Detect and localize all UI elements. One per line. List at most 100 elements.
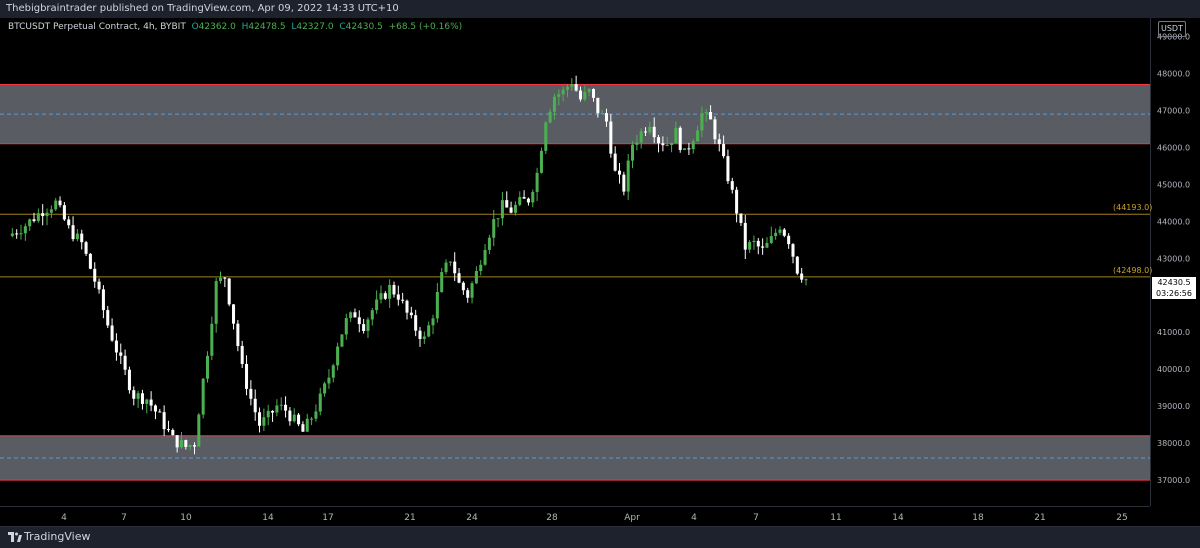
- candle-body: [54, 200, 58, 210]
- time-tick-label: 7: [753, 513, 759, 523]
- candle-body: [32, 219, 36, 222]
- change-value: +68.5 (+0.16%): [388, 22, 463, 32]
- candle-body: [75, 233, 79, 240]
- footer-brand: TradingView: [24, 530, 91, 543]
- price-axis[interactable]: 37000.038000.039000.040000.041000.042000…: [1150, 18, 1200, 506]
- candle-body: [80, 233, 84, 243]
- candle-body: [45, 212, 49, 217]
- current-price-tag: 42430.5 03:26:56: [1152, 277, 1196, 299]
- candle-body: [683, 148, 687, 150]
- chart-plot-area[interactable]: [0, 18, 1150, 506]
- candle-body: [127, 369, 131, 391]
- low-label: L: [291, 22, 297, 32]
- time-tick-label: 11: [830, 513, 841, 523]
- candle-body: [570, 84, 574, 87]
- candle-body: [591, 88, 596, 98]
- candle-body: [271, 410, 275, 413]
- time-tick-label: 21: [404, 513, 415, 523]
- candle-body: [88, 253, 92, 269]
- candle-body: [652, 126, 656, 138]
- candle-body: [71, 225, 75, 240]
- currency-unit-button[interactable]: USDT: [1158, 21, 1186, 37]
- candle-body: [722, 144, 726, 157]
- candle-body: [323, 383, 327, 394]
- candle-body: [19, 233, 23, 235]
- candle-body: [192, 445, 197, 447]
- candle-body: [366, 319, 370, 331]
- candle-body: [531, 191, 535, 203]
- candle-body: [600, 113, 604, 115]
- candle-countdown: 03:26:56: [1156, 289, 1192, 298]
- candle-body: [544, 122, 548, 151]
- price-tick-label: 39000.0: [1157, 402, 1190, 411]
- candle-body: [687, 148, 691, 150]
- candle-body: [548, 111, 552, 123]
- close-label: C: [339, 22, 346, 32]
- candle-body: [505, 200, 509, 208]
- candle-body: [162, 412, 166, 430]
- candle-body: [769, 236, 773, 243]
- candle-body: [774, 232, 778, 237]
- candle-body: [340, 334, 344, 347]
- candle-body: [110, 325, 114, 341]
- candle-body: [370, 310, 374, 320]
- candle-body: [15, 233, 19, 235]
- candle-body: [245, 363, 249, 389]
- candle-body: [62, 205, 66, 220]
- candle-body: [49, 209, 53, 213]
- candle-body: [522, 197, 526, 199]
- candle-body: [379, 293, 383, 300]
- candle-body: [197, 414, 201, 447]
- candle-body: [414, 315, 418, 331]
- candle-body: [41, 213, 45, 217]
- candle-body: [331, 365, 335, 378]
- candle-body: [336, 346, 340, 366]
- candle-body: [388, 284, 392, 299]
- price-tick-label: 38000.0: [1157, 439, 1190, 448]
- candle-body: [227, 278, 231, 305]
- candle-body: [453, 261, 457, 274]
- candle-body: [210, 323, 214, 356]
- candle-body: [483, 249, 487, 265]
- candle-body: [349, 312, 353, 319]
- candle-body: [249, 388, 253, 399]
- candle-body: [670, 142, 674, 146]
- candle-body: [765, 242, 769, 248]
- candle-body: [184, 440, 188, 447]
- candle-body: [266, 410, 270, 418]
- time-tick-label: 7: [121, 513, 127, 523]
- candlestick-chart[interactable]: [0, 18, 1150, 506]
- candle-body: [288, 410, 292, 422]
- candle-body: [375, 299, 379, 311]
- candle-body: [275, 405, 279, 413]
- candle-body: [756, 240, 760, 247]
- candle-body: [314, 411, 318, 419]
- candle-body: [284, 404, 288, 411]
- candle-body: [279, 404, 283, 406]
- symbol-title: BTCUSDT Perpetual Contract, 4h, BYBIT: [8, 22, 186, 32]
- candle-body: [119, 352, 123, 356]
- time-tick-label: 4: [61, 513, 67, 523]
- time-axis-labels: 4 7 10 14 17 21 24 28 Apr 4 7 11 14 18 21 25: [61, 513, 1128, 523]
- candle-body: [761, 246, 765, 248]
- candle-body: [262, 417, 266, 426]
- open-label: O: [191, 22, 199, 32]
- candle-body: [136, 393, 140, 399]
- candle-body: [713, 119, 717, 140]
- candle-body: [401, 299, 405, 301]
- candle-body: [240, 345, 244, 364]
- symbol-legend[interactable]: BTCUSDT Perpetual Contract, 4h, BYBIT O 4…: [8, 22, 462, 32]
- candle-body: [305, 418, 309, 432]
- tradingview-logo-icon: [8, 532, 22, 542]
- candle-body: [565, 86, 569, 90]
- candle-body: [752, 240, 756, 242]
- time-axis[interactable]: 4 7 10 14 17 21 24 28 Apr 4 7 11 14 18 21 25: [0, 506, 1150, 526]
- candle-body: [696, 130, 700, 142]
- candle-body: [123, 355, 127, 370]
- candle-body: [661, 143, 665, 146]
- candle-body: [604, 113, 609, 122]
- candle-body: [292, 414, 296, 422]
- high-value: 42478.5: [248, 22, 286, 32]
- candle-body: [678, 127, 682, 150]
- candle-body: [804, 279, 808, 281]
